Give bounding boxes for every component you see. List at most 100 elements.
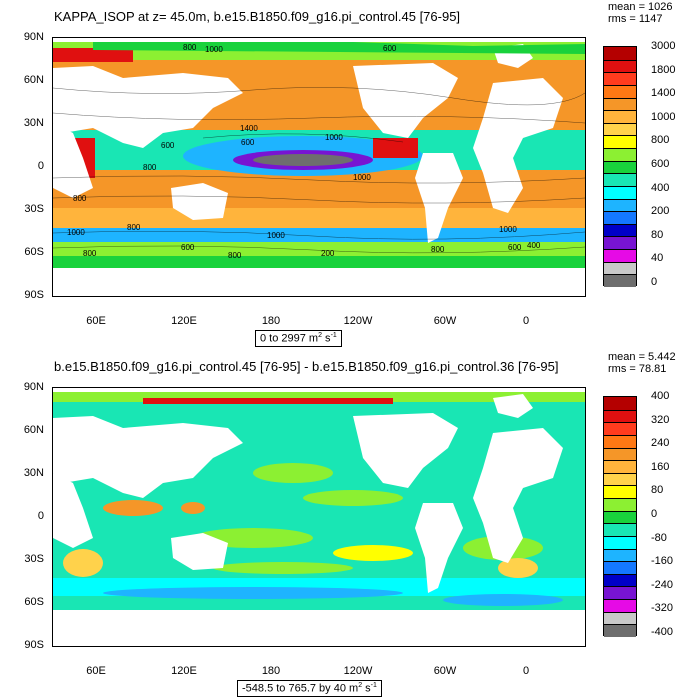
- colorbar-swatch: [604, 274, 636, 287]
- bottom-ylabel-30n: 30N: [23, 467, 44, 479]
- colorbar-swatch: [604, 148, 636, 161]
- colorbar-label: 1800: [651, 63, 676, 76]
- bottom-map-field: [53, 388, 585, 646]
- colorbar-swatch: [604, 249, 636, 262]
- bottom-rms: rms = 78.81: [608, 363, 667, 375]
- colorbar-swatch: [604, 485, 636, 499]
- colorbar-label: 400: [651, 181, 670, 194]
- svg-text:1400: 1400: [240, 124, 258, 133]
- colorbar-swatch: [604, 110, 636, 123]
- colorbar-label: 80: [651, 484, 664, 497]
- colorbar-swatch: [604, 510, 636, 524]
- colorbar-label: 0: [651, 276, 658, 288]
- colorbar-swatch: [604, 599, 636, 612]
- colorbar-swatch: [604, 211, 636, 224]
- svg-text:600: 600: [161, 141, 175, 150]
- colorbar-swatch: [604, 72, 636, 85]
- colorbar-swatch: [604, 548, 636, 562]
- colorbar-label: 600: [651, 158, 670, 170]
- top-map-panel: KAPPA_ISOP at z= 45.0m, b.e15.B1850.f09_…: [23, 1, 676, 347]
- colorbar-swatch: [604, 84, 636, 98]
- colorbar-label: 3000: [651, 40, 676, 52]
- svg-text:1000: 1000: [499, 225, 517, 234]
- bottom-ylabel-60s: 60S: [24, 596, 44, 608]
- colorbar-label: 400: [651, 390, 670, 402]
- colorbar-swatch: [604, 397, 636, 410]
- bottom-ylabel-0: 0: [37, 510, 44, 522]
- top-range-label: 0 to 2997 m2 s-1: [255, 330, 342, 347]
- svg-text:1000: 1000: [205, 45, 223, 54]
- top-xlabel-180: 180: [261, 315, 281, 327]
- top-xlabel-120e: 120E: [171, 315, 197, 327]
- colorbar-label: 800: [651, 134, 670, 147]
- colorbar-swatch: [604, 97, 636, 111]
- svg-text:1000: 1000: [353, 173, 371, 182]
- svg-text:800: 800: [143, 163, 157, 172]
- colorbar-swatch: [604, 223, 636, 237]
- bottom-ylabel-30s: 30S: [24, 553, 44, 565]
- colorbar-swatch: [604, 434, 636, 448]
- colorbar-swatch: [604, 561, 636, 574]
- svg-text:1000: 1000: [325, 133, 343, 142]
- svg-text:800: 800: [228, 251, 242, 260]
- svg-text:1000: 1000: [267, 231, 285, 240]
- top-xlabel-120w: 120W: [343, 315, 373, 327]
- top-rms: rms = 1147: [608, 13, 663, 25]
- svg-text:600: 600: [508, 243, 522, 252]
- bottom-xlabel-120w: 120W: [343, 665, 373, 677]
- colorbar-swatch: [604, 160, 636, 174]
- top-ylabel-30n: 30N: [23, 117, 44, 129]
- svg-text:400: 400: [527, 241, 541, 250]
- svg-text:200: 200: [321, 249, 335, 258]
- top-colorbar: [603, 46, 637, 287]
- colorbar-swatch: [604, 535, 636, 549]
- svg-text:1000: 1000: [67, 228, 85, 237]
- colorbar-label: 1400: [651, 87, 676, 100]
- colorbar-swatch: [604, 261, 636, 275]
- colorbar-label: -320: [651, 602, 674, 615]
- colorbar-label: 80: [651, 228, 664, 241]
- colorbar-swatch: [604, 236, 636, 250]
- bottom-mean: mean = 5.442: [608, 351, 676, 363]
- svg-text:800: 800: [183, 43, 197, 52]
- top-map-plot: 800 1000 600 1400 600 1000 600 800 1000 …: [52, 37, 586, 297]
- colorbar-label: 200: [651, 205, 670, 218]
- colorbar-label: 1000: [651, 110, 676, 123]
- colorbar-swatch: [604, 447, 636, 461]
- bottom-stats: mean = 5.442 rms = 78.81: [608, 351, 676, 375]
- colorbar-swatch: [604, 135, 636, 149]
- bottom-colorbar: [603, 396, 637, 637]
- top-ylabel-60n: 60N: [23, 74, 44, 86]
- colorbar-label: 160: [651, 460, 670, 473]
- bottom-map-plot: [52, 387, 586, 647]
- top-mean: mean = 1026: [608, 1, 673, 13]
- bottom-ylabel-90n: 90N: [23, 381, 44, 393]
- colorbar-swatch: [604, 173, 636, 186]
- colorbar-label: -80: [651, 531, 667, 544]
- top-ylabel-0: 0: [37, 160, 44, 172]
- svg-text:600: 600: [383, 44, 397, 53]
- colorbar-swatch: [604, 422, 636, 435]
- bottom-map-panel: b.e15.B1850.f09_g16.pi_control.45 [76-95…: [0, 350, 700, 700]
- colorbar-swatch: [604, 523, 636, 536]
- svg-text:600: 600: [181, 243, 195, 252]
- svg-text:800: 800: [127, 223, 141, 232]
- bottom-ylabel-60n: 60N: [23, 424, 44, 436]
- colorbar-label: -240: [651, 578, 674, 591]
- top-map-field: 800 1000 600 1400 600 1000 600 800 1000 …: [53, 38, 585, 296]
- colorbar-swatch: [604, 409, 636, 423]
- colorbar-label: 320: [651, 413, 670, 426]
- top-ylabel-60s: 60S: [24, 246, 44, 258]
- colorbar-swatch: [604, 498, 636, 511]
- bottom-xlabel-60w: 60W: [433, 665, 457, 677]
- colorbar-swatch: [604, 586, 636, 600]
- colorbar-swatch: [604, 573, 636, 587]
- colorbar-label: -160: [651, 555, 674, 568]
- bottom-xlabel-120e: 120E: [171, 665, 197, 677]
- colorbar-label: 240: [651, 437, 670, 450]
- colorbar-label: 40: [651, 252, 664, 265]
- top-map-title: KAPPA_ISOP at z= 45.0m, b.e15.B1850.f09_…: [54, 9, 461, 24]
- bottom-xlabel-60e: 60E: [86, 665, 106, 677]
- top-ylabel-30s: 30S: [24, 203, 44, 215]
- bottom-ylabel-90s: 90S: [24, 639, 44, 651]
